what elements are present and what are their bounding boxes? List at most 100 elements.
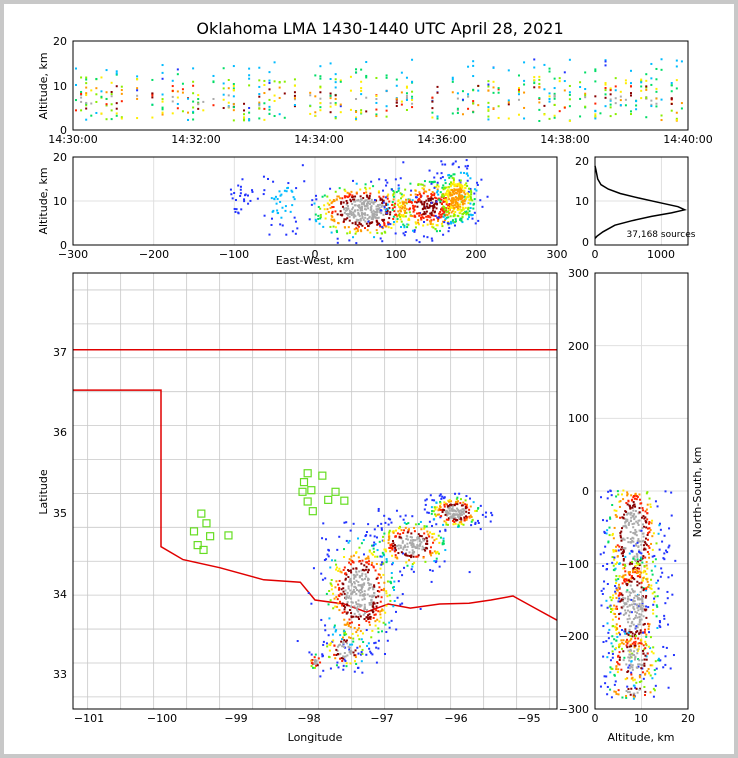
ew-source bbox=[398, 214, 401, 217]
ns-source bbox=[635, 625, 638, 628]
ns-source bbox=[638, 507, 641, 510]
ns-source bbox=[630, 580, 633, 583]
plan-source bbox=[443, 503, 446, 506]
time-height-source bbox=[151, 116, 154, 119]
ew-source bbox=[458, 188, 461, 191]
ns-source bbox=[628, 664, 631, 667]
ew-source bbox=[426, 223, 429, 226]
plan-source bbox=[311, 662, 314, 665]
ew-source bbox=[419, 194, 422, 197]
time-height-source bbox=[273, 61, 276, 64]
ew-source bbox=[365, 191, 368, 194]
plan-source bbox=[373, 592, 376, 595]
ns-source bbox=[644, 556, 647, 559]
time-height-source bbox=[619, 95, 622, 98]
time-height-source bbox=[314, 74, 317, 77]
ns-source bbox=[623, 547, 626, 550]
ew-source bbox=[414, 193, 417, 196]
plan-source bbox=[397, 527, 400, 530]
time-height-source bbox=[258, 101, 261, 104]
ew-source bbox=[281, 224, 284, 227]
ns-source bbox=[599, 553, 602, 556]
ew-source bbox=[409, 182, 412, 185]
plan-source bbox=[411, 565, 414, 568]
ns-source bbox=[614, 690, 617, 693]
plan-source bbox=[429, 552, 432, 555]
time-height-source bbox=[171, 100, 174, 103]
ns-source bbox=[628, 631, 631, 634]
plan-source bbox=[417, 523, 420, 526]
plan-source bbox=[372, 616, 375, 619]
time-height-source bbox=[523, 61, 526, 64]
plan-source bbox=[395, 610, 398, 613]
plan-source bbox=[348, 609, 351, 612]
time-height-source bbox=[451, 78, 454, 81]
ns-source bbox=[617, 549, 620, 552]
plan-source bbox=[407, 522, 410, 525]
plan-source bbox=[338, 609, 341, 612]
ns-source bbox=[636, 691, 639, 694]
ns-source bbox=[622, 489, 625, 492]
plan-source bbox=[419, 607, 422, 610]
time-height-source bbox=[334, 86, 337, 89]
ns-source bbox=[635, 552, 638, 555]
ew-source bbox=[422, 213, 425, 216]
time-height-source bbox=[385, 89, 388, 92]
plan-source bbox=[491, 514, 494, 517]
ew-source bbox=[440, 160, 443, 163]
plan-source bbox=[451, 515, 454, 518]
ew-source bbox=[432, 207, 435, 210]
time-height-source bbox=[650, 103, 653, 106]
ns-source bbox=[634, 633, 637, 636]
time-height-source bbox=[553, 87, 556, 90]
ew-source bbox=[325, 212, 328, 215]
plan-source bbox=[444, 513, 447, 516]
ew-source bbox=[403, 209, 406, 212]
ew-source bbox=[375, 208, 378, 211]
ew-source bbox=[400, 214, 403, 217]
time-height-source bbox=[171, 95, 174, 98]
plan-source bbox=[357, 616, 360, 619]
ew-source bbox=[354, 209, 357, 212]
ew-source bbox=[346, 196, 349, 199]
plan-source bbox=[385, 550, 388, 553]
plan-source bbox=[399, 570, 402, 573]
ew-source bbox=[317, 217, 320, 220]
ns-source bbox=[619, 600, 622, 603]
ns-source bbox=[625, 579, 628, 582]
ew-source bbox=[399, 218, 402, 221]
ns-ytick-300: 300 bbox=[568, 267, 589, 280]
ew-source bbox=[359, 217, 362, 220]
plan-source bbox=[348, 595, 351, 598]
ew-source bbox=[290, 189, 293, 192]
plan-source bbox=[310, 659, 313, 662]
plan-source bbox=[443, 501, 446, 504]
time-height-source bbox=[329, 97, 332, 100]
ew-source bbox=[399, 201, 402, 204]
ns-source bbox=[619, 534, 622, 537]
plan-source bbox=[460, 520, 463, 523]
plan-source bbox=[349, 577, 352, 580]
plan-source bbox=[435, 501, 438, 504]
plan-source bbox=[337, 594, 340, 597]
ns-source bbox=[622, 498, 625, 501]
ew-source bbox=[364, 213, 367, 216]
plan-source bbox=[376, 536, 379, 539]
ns-source bbox=[620, 606, 623, 609]
ew-source bbox=[426, 195, 429, 198]
ew-source bbox=[348, 215, 351, 218]
time-height-source bbox=[655, 67, 658, 70]
ew-source bbox=[471, 217, 474, 220]
plan-source bbox=[417, 533, 420, 536]
ew-source bbox=[387, 226, 390, 229]
ns-source bbox=[647, 545, 650, 548]
time-height-source bbox=[273, 80, 276, 83]
plan-source bbox=[390, 521, 393, 524]
ns-source bbox=[651, 519, 654, 522]
plan-source bbox=[425, 525, 428, 528]
ns-source bbox=[633, 602, 636, 605]
time-height-source bbox=[563, 80, 566, 83]
ew-source bbox=[449, 220, 452, 223]
ew-source bbox=[431, 194, 434, 197]
ew-source bbox=[477, 219, 480, 222]
